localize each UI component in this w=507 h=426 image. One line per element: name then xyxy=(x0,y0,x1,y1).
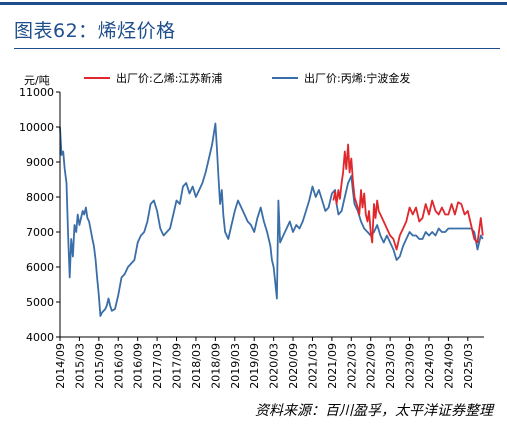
y-tick-label: 7000 xyxy=(26,226,54,239)
legend-label-0: 出厂价:乙烯:江苏新浦 xyxy=(116,71,222,85)
x-tick-label: 2020/03 xyxy=(268,343,281,389)
x-tick-label: 2024/03 xyxy=(423,343,436,389)
x-tick-label: 2020/09 xyxy=(287,343,300,389)
x-tick-label: 2023/03 xyxy=(384,343,397,389)
x-tick-label: 2017/03 xyxy=(151,343,164,389)
source-note: 资料来源：百川盈孚，太平洋证券整理 xyxy=(255,403,493,419)
y-tick-label: 5000 xyxy=(26,296,54,309)
x-tick-label: 2014/09 xyxy=(54,343,67,389)
y-tick-label: 6000 xyxy=(26,261,54,274)
series-line-1 xyxy=(59,122,484,317)
x-tick-label: 2024/09 xyxy=(442,343,455,389)
x-tick-label: 2017/09 xyxy=(171,343,184,389)
top-accent-bar xyxy=(0,2,507,5)
x-tick-label: 2021/09 xyxy=(326,343,339,389)
axes-layer: 4000 5000 6000 7000 8000 9000 10000 11000 2014/0… xyxy=(19,86,484,389)
y-tick-label: 8000 xyxy=(26,191,54,204)
legend-label-1: 出厂价:丙烯:宁波金发 xyxy=(304,71,410,85)
x-tick-label: 2015/03 xyxy=(73,343,86,389)
x-tick-label: 2021/03 xyxy=(306,343,319,389)
x-tick-label: 2016/03 xyxy=(112,343,125,389)
x-tick-label: 2023/09 xyxy=(404,343,417,389)
x-tick-label: 2022/09 xyxy=(365,343,378,389)
legend: 出厂价:乙烯:江苏新浦 出厂价:丙烯:宁波金发 xyxy=(84,71,410,85)
y-tick-label: 4000 xyxy=(26,331,54,344)
title-divider xyxy=(14,48,500,49)
x-tick-label: 2025/03 xyxy=(462,343,475,389)
series-line-0 xyxy=(332,143,484,251)
x-tick-label: 2019/09 xyxy=(248,343,261,389)
chart-title: 图表62：烯烃价格 xyxy=(14,20,176,42)
y-axis-unit-label: 元/吨 xyxy=(24,74,50,87)
x-tick-label: 2018/09 xyxy=(209,343,222,389)
x-tick-label: 2016/09 xyxy=(132,343,145,389)
x-tick-label: 2019/03 xyxy=(229,343,242,389)
y-tick-label: 11000 xyxy=(19,86,54,99)
x-tick-label: 2022/03 xyxy=(345,343,358,389)
x-tick-label: 2015/09 xyxy=(93,343,106,389)
x-tick-label: 2018/03 xyxy=(190,343,203,389)
y-tick-label: 9000 xyxy=(26,156,54,169)
y-tick-label: 10000 xyxy=(19,121,54,134)
series-layer xyxy=(59,122,484,317)
